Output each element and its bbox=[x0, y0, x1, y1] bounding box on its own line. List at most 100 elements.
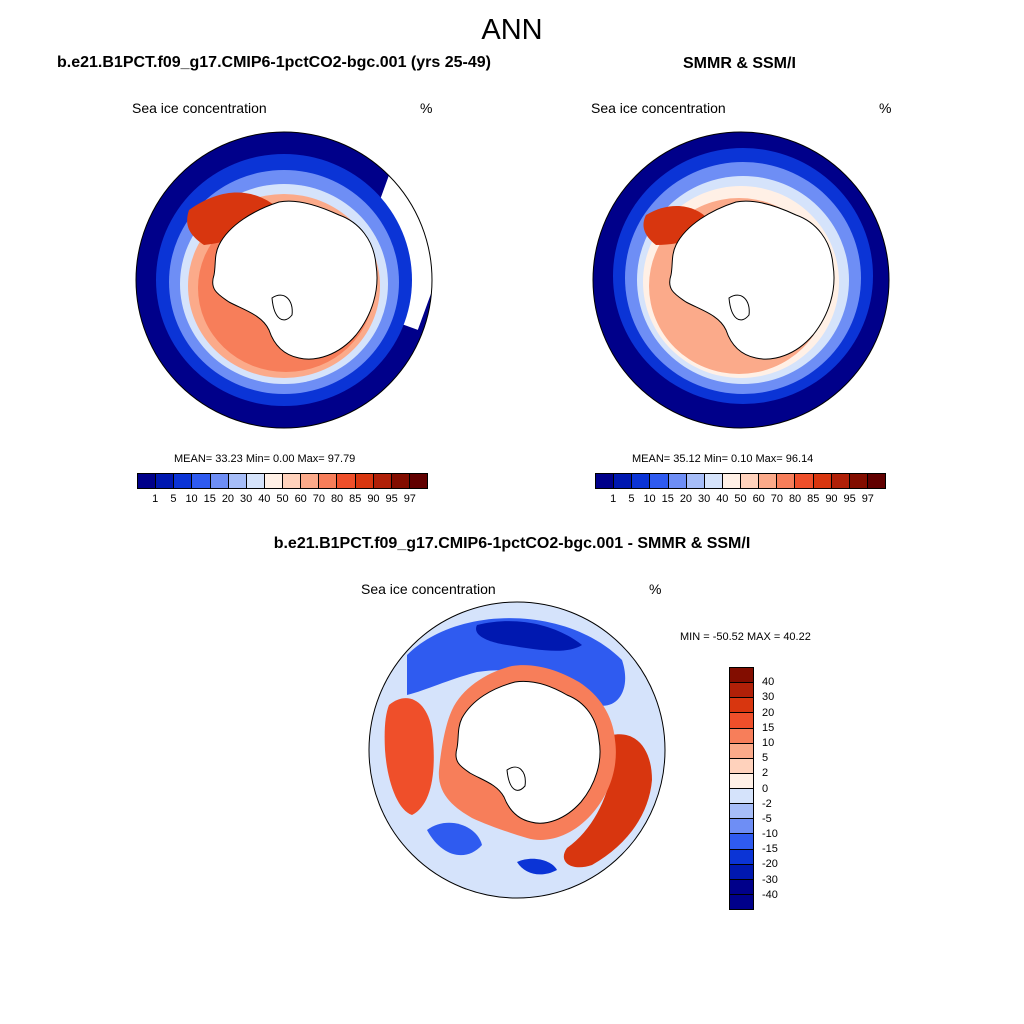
diff-variable-label: Sea ice concentration bbox=[361, 581, 496, 597]
colorbar-swatch bbox=[730, 668, 753, 684]
colorbar-swatch bbox=[391, 474, 410, 488]
colorbar-tick-label: 70 bbox=[312, 493, 325, 505]
colorbar-tick-label: 40 bbox=[258, 493, 271, 505]
colorbar-swatch bbox=[614, 474, 633, 488]
colorbar-tick-label: 70 bbox=[770, 493, 783, 505]
colorbar-tick-label: 60 bbox=[294, 493, 307, 505]
colorbar-swatch bbox=[730, 698, 753, 714]
diff-antarctica-landmass bbox=[455, 680, 601, 824]
colorbar-swatch bbox=[730, 834, 753, 850]
colorbar-swatch bbox=[174, 474, 193, 488]
left-stats: MEAN= 33.23 Min= 0.00 Max= 97.79 bbox=[174, 453, 356, 465]
colorbar-swatch bbox=[795, 474, 814, 488]
colorbar-swatch bbox=[228, 474, 247, 488]
colorbar-swatch bbox=[283, 474, 302, 488]
colorbar-tick-label: 1 bbox=[152, 493, 159, 505]
colorbar-swatch bbox=[777, 474, 796, 488]
right-units-label: % bbox=[879, 100, 892, 116]
right-stats: MEAN= 35.12 Min= 0.10 Max= 96.14 bbox=[632, 453, 814, 465]
colorbar-swatch bbox=[668, 474, 687, 488]
diff-colorbar bbox=[729, 667, 754, 910]
diff-positive-west bbox=[384, 698, 434, 815]
colorbar-tick-label: 30 bbox=[240, 493, 253, 505]
colorbar-tick-label: 1 bbox=[610, 493, 617, 505]
colorbar-swatch bbox=[264, 474, 283, 488]
colorbar-tick-label: 40 bbox=[716, 493, 729, 505]
colorbar-tick-label: 40 bbox=[762, 676, 775, 689]
colorbar-tick-label: 2 bbox=[762, 767, 769, 780]
colorbar-swatch bbox=[730, 789, 753, 805]
left-variable-label: Sea ice concentration bbox=[132, 100, 267, 116]
colorbar-tick-label: -5 bbox=[762, 812, 772, 825]
colorbar-swatch bbox=[730, 743, 753, 759]
right-polar-map bbox=[592, 131, 890, 429]
colorbar-swatch bbox=[730, 804, 753, 820]
diff-map-boundary bbox=[368, 601, 666, 899]
right-map-boundary bbox=[592, 131, 890, 429]
diff-negative-south bbox=[427, 822, 482, 856]
colorbar-swatch bbox=[210, 474, 229, 488]
right-ross-ice-shelf bbox=[728, 294, 750, 321]
left-units-label: % bbox=[420, 100, 433, 116]
colorbar-tick-label: 15 bbox=[661, 493, 674, 505]
colorbar-swatch bbox=[409, 474, 427, 488]
colorbar-swatch bbox=[138, 474, 157, 488]
colorbar-swatch bbox=[192, 474, 211, 488]
colorbar-tick-label: 5 bbox=[762, 752, 769, 765]
left-panel-title: b.e21.B1PCT.f09_g17.CMIP6-1pctCO2-bgc.00… bbox=[57, 54, 491, 71]
colorbar-swatch bbox=[730, 683, 753, 699]
diff-units-label: % bbox=[649, 581, 662, 597]
colorbar-swatch bbox=[730, 894, 753, 909]
colorbar-tick-label: 95 bbox=[843, 493, 856, 505]
colorbar-swatch bbox=[730, 849, 753, 865]
colorbar-tick-label: 5 bbox=[170, 493, 177, 505]
colorbar-tick-label: 85 bbox=[807, 493, 820, 505]
diff-negative-north-core bbox=[476, 621, 582, 651]
colorbar-swatch bbox=[686, 474, 705, 488]
colorbar-swatch bbox=[596, 474, 615, 488]
colorbar-swatch bbox=[301, 474, 320, 488]
colorbar-tick-label: 30 bbox=[698, 493, 711, 505]
colorbar-swatch bbox=[355, 474, 374, 488]
colorbar-swatch bbox=[813, 474, 832, 488]
colorbar-tick-label: 90 bbox=[825, 493, 838, 505]
colorbar-tick-label: -15 bbox=[762, 843, 778, 856]
colorbar-tick-label: 15 bbox=[203, 493, 216, 505]
diff-polar-map bbox=[368, 601, 666, 899]
colorbar-swatch bbox=[373, 474, 392, 488]
colorbar-tick-label: 60 bbox=[752, 493, 765, 505]
colorbar-tick-label: 80 bbox=[330, 493, 344, 505]
colorbar-swatch bbox=[849, 474, 868, 488]
colorbar-tick-label: 95 bbox=[385, 493, 398, 505]
diff-panel-title: b.e21.B1PCT.f09_g17.CMIP6-1pctCO2-bgc.00… bbox=[273, 535, 751, 552]
colorbar-tick-label: 10 bbox=[185, 493, 198, 505]
colorbar-swatch bbox=[730, 758, 753, 774]
left-map-boundary bbox=[135, 131, 433, 429]
colorbar-swatch bbox=[704, 474, 723, 488]
colorbar-tick-label: 0 bbox=[762, 782, 769, 795]
colorbar-tick-label: 97 bbox=[861, 493, 874, 505]
colorbar-swatch bbox=[337, 474, 356, 488]
diff-ross-ice-shelf bbox=[506, 766, 526, 791]
diff-stats: MIN = -50.52 MAX = 40.22 bbox=[680, 631, 811, 643]
left-ross-ice-shelf bbox=[271, 294, 293, 321]
diff-positive-east bbox=[563, 734, 652, 868]
colorbar-swatch bbox=[730, 713, 753, 729]
colorbar-swatch bbox=[867, 474, 885, 488]
colorbar-tick-label: 85 bbox=[349, 493, 362, 505]
colorbar-tick-label: 90 bbox=[367, 493, 380, 505]
colorbar-tick-label: -20 bbox=[762, 858, 778, 871]
colorbar-tick-label: 10 bbox=[643, 493, 656, 505]
left-weddell-maximum bbox=[187, 192, 274, 245]
left-colorbar bbox=[137, 473, 428, 489]
left-colorbar-ticks: 1 5 10 15 20 30 40 50 60 70 80 85 90 95 97 bbox=[137, 493, 428, 507]
colorbar-tick-label: 20 bbox=[221, 493, 235, 505]
colorbar-tick-label: -2 bbox=[762, 797, 772, 810]
colorbar-swatch bbox=[730, 879, 753, 895]
figure-title: ANN bbox=[481, 14, 543, 46]
colorbar-swatch bbox=[246, 474, 265, 488]
colorbar-swatch bbox=[730, 819, 753, 835]
colorbar-swatch bbox=[156, 474, 175, 488]
colorbar-swatch bbox=[730, 773, 753, 789]
colorbar-tick-label: 10 bbox=[762, 736, 775, 749]
